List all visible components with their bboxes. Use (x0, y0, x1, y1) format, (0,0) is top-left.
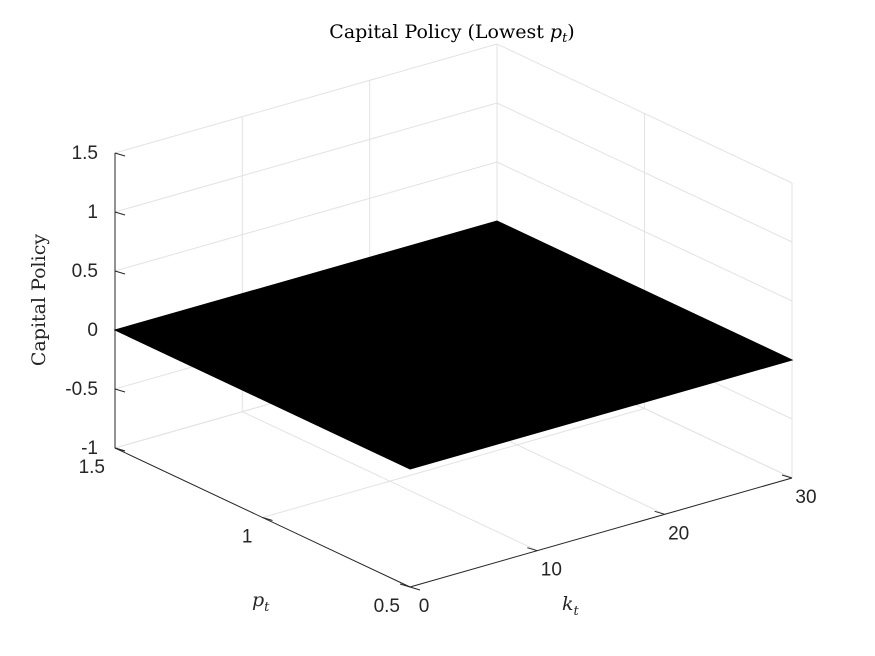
z-tick-label-3: 0.5 (72, 261, 98, 282)
z-tick-label-2: 0 (87, 320, 98, 341)
z-tick-label-0: -1 (81, 438, 98, 459)
grid-back-z-3 (114, 161, 498, 272)
x-axis-label: kt (562, 593, 580, 619)
y-tick-label-2: 1.5 (79, 457, 105, 478)
x-tick-3 (781, 474, 793, 479)
x-tick-label-0: 0 (419, 596, 430, 617)
x-tick-1 (527, 547, 538, 552)
grid-right-z-3 (496, 161, 793, 302)
grid-floor-y-1 (262, 408, 645, 518)
x-tick-label-2: 20 (668, 523, 689, 544)
x-tick-0 (399, 583, 411, 588)
y-tick-label-0: 0.5 (374, 596, 400, 617)
grid-right-z-5 (496, 43, 793, 184)
y-tick-1 (262, 517, 273, 521)
x-tick-label-1: 10 (541, 560, 562, 581)
z-tick-0 (114, 447, 126, 452)
z-tick-label-4: 1 (87, 202, 98, 223)
surface-patch (113, 220, 794, 470)
z-tick-label-5: 1.5 (72, 143, 98, 164)
z-axis-label: Capital Policy (28, 234, 50, 366)
x-tick-2 (654, 510, 665, 515)
x-tick-label-3: 30 (795, 487, 816, 508)
z-tick-3 (114, 270, 126, 275)
grid-back-z-4 (114, 102, 498, 213)
z-tick-5 (114, 152, 126, 157)
z-tick-1 (114, 388, 126, 393)
grid-right-z-4 (496, 102, 793, 243)
z-tick-label-1: -0.5 (65, 379, 98, 400)
grid-back-z-5 (114, 43, 498, 154)
y-axis-label: pt (252, 589, 270, 615)
x-axis-line (409, 477, 793, 588)
y-tick-label-1: 1 (242, 527, 253, 548)
chart-title: Capital Policy (Lowest pt) (329, 21, 574, 46)
y-tick-0 (409, 586, 421, 591)
z-tick-4 (114, 211, 126, 216)
surface-plot (113, 220, 794, 470)
